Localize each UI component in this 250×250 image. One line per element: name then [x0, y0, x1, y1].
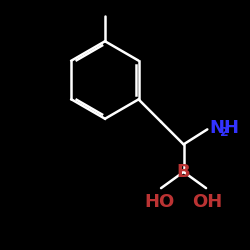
Text: B: B — [177, 163, 190, 181]
Text: 2: 2 — [220, 126, 229, 139]
Text: HO: HO — [145, 193, 175, 211]
Text: OH: OH — [192, 193, 222, 211]
Text: NH: NH — [210, 119, 240, 137]
